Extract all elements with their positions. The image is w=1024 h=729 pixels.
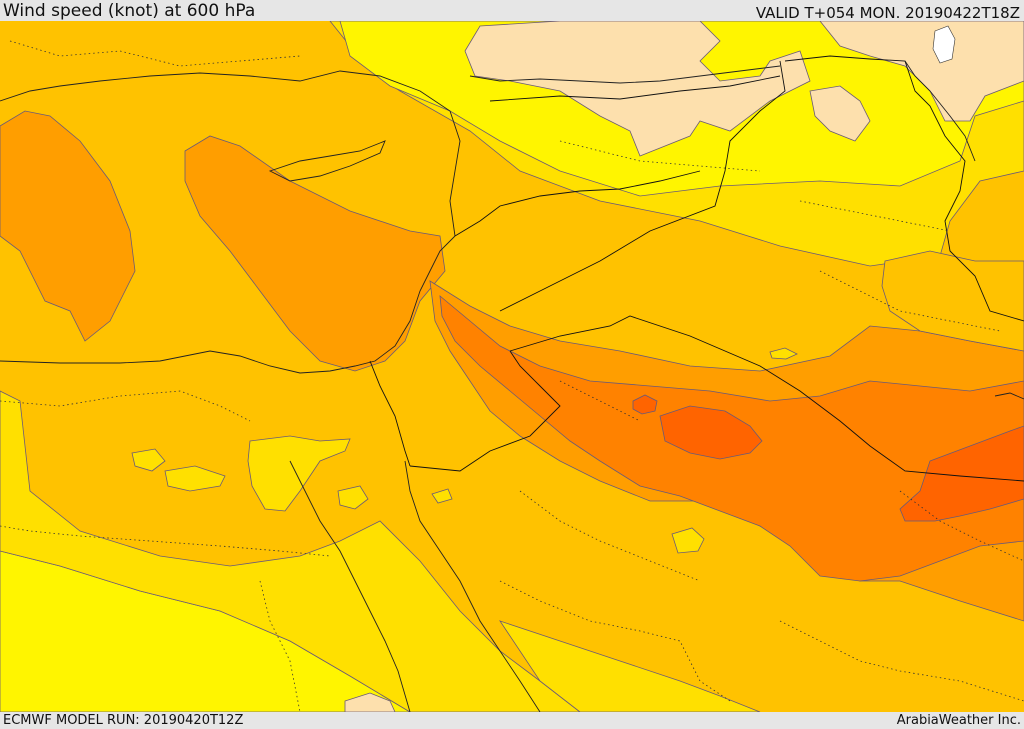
yellow-island-1 <box>164 465 226 492</box>
west-orange-region <box>0 110 136 342</box>
yellow-island-5 <box>431 488 453 504</box>
north-pale-patch <box>464 21 811 157</box>
red-sea-east-coast <box>404 460 541 712</box>
caspian-coast <box>904 60 976 162</box>
footer-bar: ECMWF MODEL RUN: 20190420T12Z ArabiaWeat… <box>0 712 1024 729</box>
yellow-island-4 <box>337 485 369 510</box>
border-iraq-saudi <box>509 315 1024 482</box>
south-yellow-strip <box>499 620 761 712</box>
northeast-pale-patch <box>819 21 1024 122</box>
yellow-island-7 <box>769 347 798 360</box>
header-bar: Wind speed (knot) at 600 hPa VALID T+054… <box>0 0 1024 21</box>
yellow-island-2 <box>131 448 166 472</box>
valid-time: VALID T+054 MON. 20190422T18Z <box>755 4 1020 22</box>
yellow-island-6 <box>671 527 705 554</box>
weather-map[interactable] <box>0 21 1024 712</box>
black-sea-coast <box>469 65 781 84</box>
mediterranean-south-coast <box>0 235 456 374</box>
border-egypt-israel <box>369 360 411 467</box>
map-title: Wind speed (knot) at 600 hPa <box>3 1 256 21</box>
border-jordan-saudi <box>409 350 561 472</box>
wind-speed-map-svg <box>0 21 1024 712</box>
border-iran-iraq <box>784 55 1024 322</box>
pale-bottom-spot <box>344 692 396 712</box>
southwest-mid-yellow-region <box>0 390 581 712</box>
model-run-label: ECMWF MODEL RUN: 20190420T12Z <box>3 713 244 728</box>
core-max-1 <box>659 405 763 460</box>
persian-gulf-coast <box>994 392 1024 400</box>
anatolia-coast <box>0 70 461 237</box>
lake-1 <box>932 25 956 64</box>
yellow-island-3 <box>247 435 351 512</box>
border-turkey-syria <box>454 170 701 237</box>
cyprus <box>268 140 386 182</box>
red-sea-west-coast <box>289 460 411 712</box>
core-small <box>632 394 658 415</box>
internal-boundaries <box>0 40 1024 712</box>
credit-label: ArabiaWeather Inc. <box>896 713 1021 728</box>
border-syria-iraq <box>499 60 786 312</box>
pale-spot-1 <box>809 85 871 142</box>
border-turkey-east <box>489 75 781 102</box>
core-max-2 <box>899 425 1024 522</box>
east-mid-region <box>881 250 1024 352</box>
